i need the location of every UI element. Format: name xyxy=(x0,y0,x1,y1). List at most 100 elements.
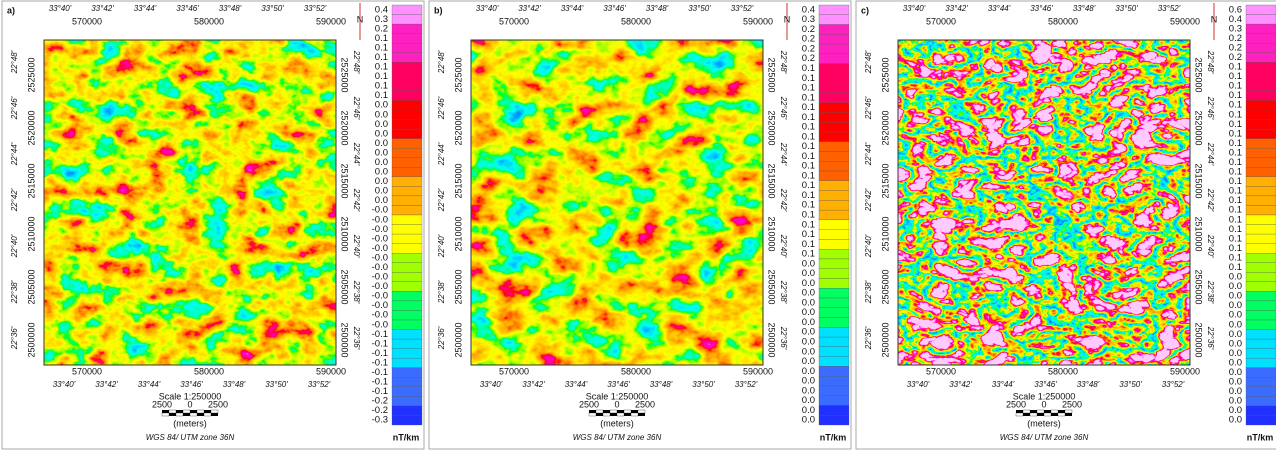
top-lon-label: 33°44' xyxy=(561,4,584,13)
left-lat-label: 22°46' xyxy=(437,96,446,120)
top-easting-label: 580000 xyxy=(1048,16,1078,26)
colorbar-swatch xyxy=(818,151,850,162)
colorbar-swatch xyxy=(818,297,850,308)
left-lat-label: 22°40' xyxy=(10,234,19,258)
scale-bar-segment xyxy=(588,412,597,417)
top-lon-label: 33°50' xyxy=(261,4,284,13)
right-lat-label: 22°46' xyxy=(352,96,361,120)
colorbar-label: 0.0 xyxy=(802,385,815,396)
colorbar-label: 0.1 xyxy=(802,170,815,181)
bottom-lon-label: 33°44' xyxy=(565,380,588,389)
anomaly-map xyxy=(898,40,1190,365)
colorbar-swatch xyxy=(818,82,850,94)
colorbar-swatch xyxy=(818,356,850,367)
colorbar-label: -0.3 xyxy=(372,415,388,426)
colorbar-label: -0.2 xyxy=(372,396,388,407)
colorbar-swatch xyxy=(1245,81,1276,92)
right-lat-label: 22°38' xyxy=(1206,280,1215,304)
top-easting-label: 590000 xyxy=(1170,16,1200,26)
left-lat-label: 22°48' xyxy=(10,50,19,74)
scale-tick-label: 0 xyxy=(614,399,619,409)
colorbar-swatch xyxy=(391,338,423,349)
colorbar-label: 0.1 xyxy=(1229,71,1242,82)
scale-tick-label: 0 xyxy=(187,399,192,409)
colorbar-swatch xyxy=(1245,23,1276,34)
colorbar-label: -0.2 xyxy=(372,405,388,416)
right-northing-label: 2500000 xyxy=(1194,322,1204,357)
colorbar-label: 0.1 xyxy=(1229,214,1242,225)
colorbar-label: -0.1 xyxy=(372,357,388,368)
colorbar-swatch xyxy=(818,385,850,396)
panel-label: b) xyxy=(434,5,443,15)
scale-title: Scale 1:250000 xyxy=(159,391,222,401)
colorbar-swatch xyxy=(1245,214,1276,225)
colorbar-swatch xyxy=(391,272,423,282)
colorbar-label: 0.1 xyxy=(802,219,815,230)
left-lat-label: 22°38' xyxy=(864,280,873,304)
colorbar-label: 0.0 xyxy=(1229,396,1242,407)
colorbar-label: 0.1 xyxy=(802,210,815,221)
bottom-lon-label: 33°42' xyxy=(522,380,545,389)
colorbar-swatch xyxy=(818,219,850,230)
colorbar-swatch xyxy=(818,268,850,279)
colorbar-label: 0.1 xyxy=(802,249,815,260)
scale-bar-segment xyxy=(610,413,617,416)
panel: c) 33°40' 33°40' 33°42' 33°42' 33°44' 33°44' 33… xyxy=(855,0,1276,450)
colorbar-swatch xyxy=(818,161,850,172)
colorbar-swatch xyxy=(1245,62,1276,72)
colorbar-label: 0.0 xyxy=(1229,367,1242,378)
scale-bar-segment xyxy=(204,410,211,413)
right-lat-label: 22°48' xyxy=(352,50,361,74)
scale-bar-segment xyxy=(203,412,212,417)
bottom-easting-label: 580000 xyxy=(621,366,651,376)
right-northing-label: 2525000 xyxy=(767,57,777,92)
bottom-easting-label: 590000 xyxy=(316,366,346,376)
scale-tick-label: 2500 xyxy=(152,399,172,409)
left-lat-label: 22°38' xyxy=(437,280,446,304)
left-lat-label: 22°36' xyxy=(437,326,446,350)
bottom-lon-label: 33°42' xyxy=(949,380,972,389)
colorbar-swatch xyxy=(818,366,850,377)
colorbar-label: -0.0 xyxy=(372,272,388,283)
right-northing-label: 2505000 xyxy=(340,269,350,304)
colorbar-label: 0.2 xyxy=(802,24,815,35)
colorbar-swatch xyxy=(1245,281,1276,292)
top-easting-label: 570000 xyxy=(72,16,102,26)
colorbar-label: 0.0 xyxy=(802,356,815,367)
scale-tick-label: 2500 xyxy=(1062,399,1082,409)
colorbar-label: 0.1 xyxy=(1229,224,1242,235)
colorbar-swatch xyxy=(391,262,423,273)
map-border xyxy=(43,39,337,366)
colorbar-label: 0.0 xyxy=(802,395,815,406)
left-northing-label: 2525000 xyxy=(453,57,463,92)
colorbar-label: 0.1 xyxy=(375,42,388,53)
colorbar-swatch xyxy=(1245,300,1276,311)
colorbar-swatch xyxy=(391,14,423,25)
colorbar-label: 0.1 xyxy=(802,151,815,162)
colorbar-unit: nT/km xyxy=(1247,432,1274,442)
right-lat-label: 22°44' xyxy=(779,142,788,166)
colorbar-swatch xyxy=(1245,90,1276,101)
top-easting-label: 580000 xyxy=(194,16,224,26)
bottom-lon-label: 33°46' xyxy=(1034,380,1057,389)
colorbar-label: 0.2 xyxy=(802,43,815,54)
bottom-lon-label: 33°44' xyxy=(992,380,1015,389)
colorbar-swatch xyxy=(1245,386,1276,397)
top-easting-label: 590000 xyxy=(316,16,346,26)
right-northing-label: 2505000 xyxy=(1194,269,1204,304)
scale-bar-segment xyxy=(162,410,169,413)
colorbar-swatch xyxy=(1245,348,1276,359)
colorbar-swatch xyxy=(1245,186,1276,197)
colorbar-swatch xyxy=(391,62,423,72)
scale-bar-segment xyxy=(1030,410,1037,413)
left-northing-label: 2500000 xyxy=(26,322,36,357)
colorbar-label: 0.1 xyxy=(375,52,388,63)
scale-bar-segment xyxy=(169,413,176,416)
colorbar-swatch xyxy=(818,14,850,25)
colorbar-swatch xyxy=(818,229,850,240)
colorbar-swatch xyxy=(1245,109,1276,120)
scale-bar-segment xyxy=(168,409,177,414)
colorbar-swatch xyxy=(1245,71,1276,82)
colorbar-swatch xyxy=(1245,291,1276,302)
panel: a) 33°40' 33°40' 33°42' 33°42' 33°44' 33°44' 33… xyxy=(1,0,425,450)
